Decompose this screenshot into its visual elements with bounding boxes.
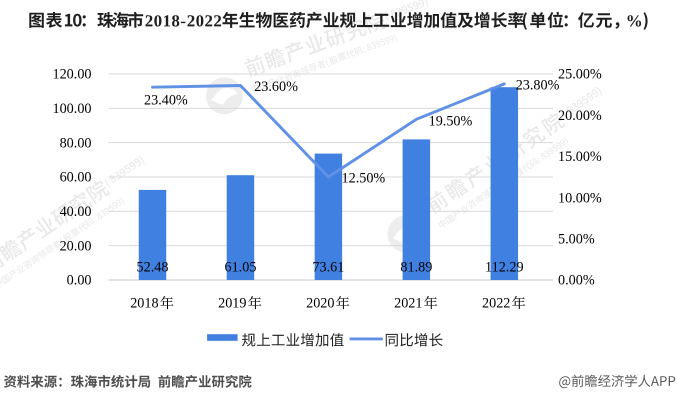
svg-text:120.00: 120.00 [52,67,91,83]
svg-text:23.80%: 23.80% [516,78,560,94]
svg-text:40.00: 40.00 [60,204,92,220]
svg-text:20.00: 20.00 [60,238,92,254]
svg-text:10.00%: 10.00% [558,190,602,206]
svg-text:23.60%: 23.60% [254,79,298,95]
svg-text:2019: 2019 [218,296,246,312]
svg-text:5.00%: 5.00% [558,232,595,248]
svg-text:80.00: 80.00 [60,135,92,151]
svg-text:25.00%: 25.00% [558,67,602,83]
svg-text:52.48: 52.48 [137,259,169,275]
svg-text:20.00%: 20.00% [558,108,602,124]
svg-text:61.05: 61.05 [224,259,256,275]
svg-text:81.89: 81.89 [400,259,432,275]
svg-text:15.00%: 15.00% [558,149,602,165]
svg-text:0.00: 0.00 [67,273,92,289]
svg-text:0.00%: 0.00% [558,273,595,289]
svg-text:60.00: 60.00 [60,170,92,186]
svg-text:112.29: 112.29 [485,259,524,275]
svg-text:12.50%: 12.50% [342,170,386,186]
svg-text:23.40%: 23.40% [144,92,188,108]
svg-text:19.50%: 19.50% [429,114,473,130]
svg-text:2020: 2020 [306,296,334,312]
svg-text:73.61: 73.61 [312,259,344,275]
svg-text:100.00: 100.00 [52,101,91,117]
svg-text:2022: 2022 [482,296,510,312]
svg-text:2021: 2021 [394,296,422,312]
svg-text:2018: 2018 [130,296,158,312]
